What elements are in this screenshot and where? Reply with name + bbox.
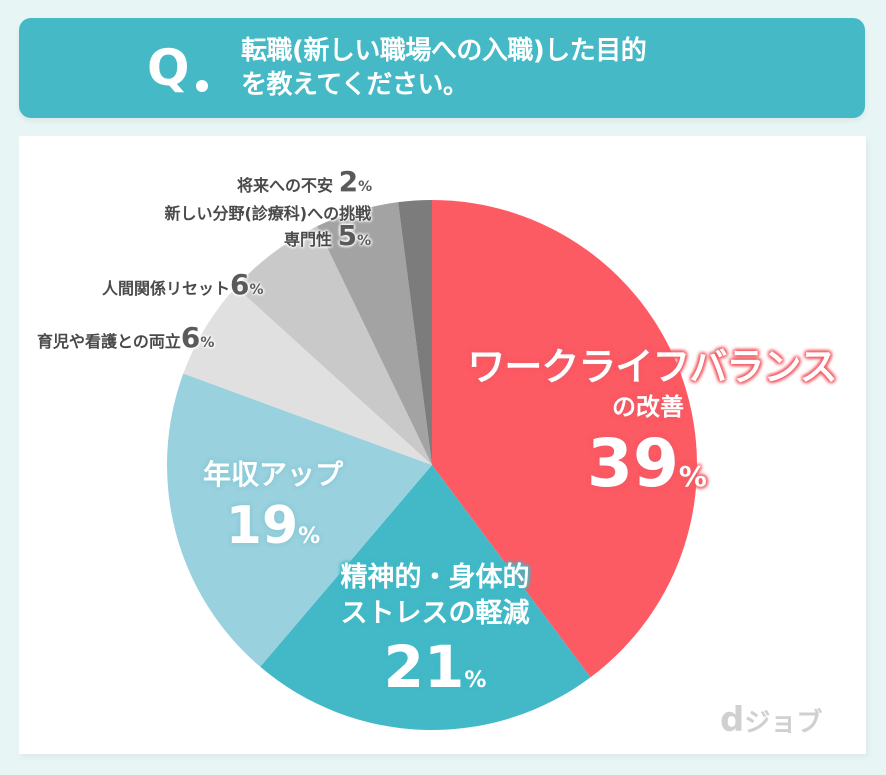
label-childcare: 育児や看護との両立6% bbox=[37, 321, 214, 354]
question-line-1: 転職(新しい職場への入職)した目的 bbox=[241, 36, 647, 66]
pct-sign: % bbox=[358, 179, 373, 195]
pie-slice bbox=[183, 286, 432, 465]
label-value: 39 bbox=[587, 425, 679, 502]
pie-slice bbox=[432, 200, 698, 678]
pct-sign: % bbox=[464, 668, 487, 693]
q-dot bbox=[196, 80, 208, 92]
label-text-2: ストレスの軽減 bbox=[340, 598, 530, 629]
pct-sign: % bbox=[357, 233, 372, 249]
label-text: 精神的・身体的 bbox=[340, 562, 530, 593]
label-value: 6 bbox=[230, 268, 250, 301]
label-text: 年収アップ bbox=[202, 458, 343, 491]
label-text-2: の改善 bbox=[612, 393, 684, 421]
pct-sign: % bbox=[249, 282, 264, 298]
label-income: 年収アップ 19% bbox=[188, 455, 358, 557]
logo-d: d bbox=[720, 700, 745, 740]
pie-slice bbox=[167, 373, 432, 667]
label-text: 将来への不安 bbox=[237, 176, 334, 195]
question-text: 転職(新しい職場への入職)した目的 を教えてください。 bbox=[241, 34, 647, 102]
label-relations: 人間関係リセット6% bbox=[102, 268, 264, 301]
label-text: 人間関係リセット bbox=[102, 279, 231, 298]
pie-slice bbox=[317, 202, 432, 465]
logo-text: ジョブ bbox=[744, 708, 823, 738]
pie-slice bbox=[235, 226, 432, 465]
label-text: 育児や看護との両立 bbox=[37, 332, 181, 351]
question-banner: Q 転職(新しい職場への入職)した目的 を教えてください。 bbox=[19, 18, 865, 118]
label-stress: 精神的・身体的 ストレスの軽減 21% bbox=[310, 560, 560, 702]
label-value: 6 bbox=[180, 321, 201, 354]
djob-logo: dジョブ bbox=[720, 700, 822, 740]
label-value: 21 bbox=[383, 633, 465, 701]
pct-sign: % bbox=[678, 460, 707, 493]
label-newfield: 新しい分野(診療科)への挑戦 専門性 5% bbox=[42, 203, 371, 252]
q-mark: Q bbox=[147, 39, 190, 97]
pie-slice bbox=[398, 200, 432, 465]
label-future: 将来への不安 2% bbox=[237, 165, 372, 198]
question-line-2: を教えてください。 bbox=[241, 70, 469, 100]
label-text: ワークライフバランス bbox=[467, 345, 837, 389]
label-text: 新しい分野(診療科)への挑戦 bbox=[164, 204, 372, 223]
pie-slice bbox=[260, 465, 591, 730]
label-value: 19 bbox=[225, 496, 299, 556]
label-work-life-balance: ワークライフバランス の改善 39% bbox=[446, 342, 858, 506]
pct-sign: % bbox=[200, 335, 215, 351]
label-text-2: 専門性 bbox=[284, 230, 333, 249]
label-value: 5 bbox=[337, 219, 358, 252]
pct-sign: % bbox=[298, 524, 321, 549]
label-value: 2 bbox=[338, 165, 359, 198]
